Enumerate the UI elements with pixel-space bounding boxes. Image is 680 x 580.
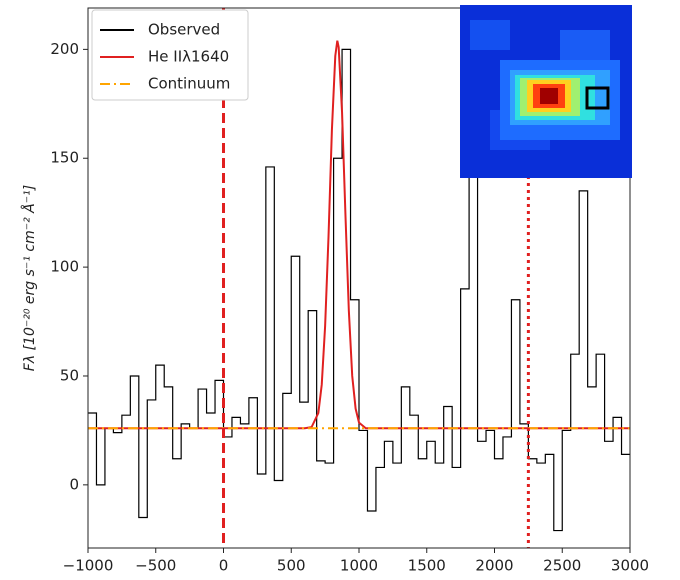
axes-frame	[87, 7, 631, 549]
y-tick-label: 100	[50, 258, 79, 276]
inset-image	[460, 5, 632, 178]
y-axis-label: Fλ [10⁻²⁰ erg s⁻¹ cm⁻² Å⁻¹]	[21, 185, 38, 371]
y-tick-label: 150	[50, 149, 79, 167]
x-tick-label: 1500	[408, 557, 446, 575]
y-tick-label: 200	[50, 40, 79, 58]
legend-label: Continuum	[148, 75, 230, 93]
series-line	[88, 40, 630, 430]
legend-label: He IIλ1640	[148, 48, 229, 66]
x-tick-label: 500	[277, 557, 306, 575]
y-tick-label: 50	[60, 366, 79, 384]
x-tick-label: 1000	[340, 557, 378, 575]
y-tick-label: 0	[69, 475, 79, 493]
legend: Observed He IIλ1640 Continuum	[91, 9, 249, 101]
x-tick-label: 0	[219, 557, 229, 575]
x-tick-label: 3000	[611, 557, 649, 575]
x-tick-label: −1000	[63, 557, 114, 575]
x-tick-label: 2000	[475, 557, 513, 575]
series-line	[88, 48, 630, 532]
x-tick-label: −500	[135, 557, 176, 575]
x-tick-label: 2500	[543, 557, 581, 575]
legend-label: Observed	[148, 21, 220, 39]
